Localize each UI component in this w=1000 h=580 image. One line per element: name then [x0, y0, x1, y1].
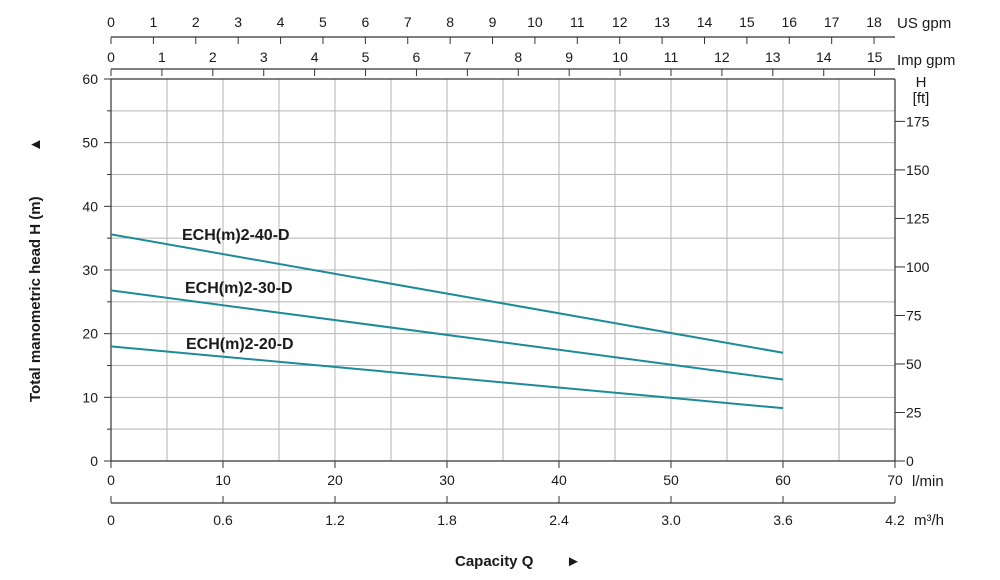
tick-label-m: 0	[90, 453, 98, 469]
tick-label-lmin: 40	[551, 472, 567, 488]
tick-label-usgpm: 7	[404, 14, 412, 30]
tick-label-m3h: 1.8	[437, 512, 457, 528]
tick-label-ft: 175	[906, 113, 930, 129]
tick-label-m3h: 1.2	[325, 512, 345, 528]
series-label-1: ECH(m)2-40-D	[182, 227, 290, 244]
tick-label-usgpm: 8	[446, 14, 454, 30]
tick-label-usgpm: 18	[866, 14, 882, 30]
tick-label-impgpm: 1	[158, 49, 166, 65]
tick-label-impgpm: 5	[362, 49, 370, 65]
tick-label-impgpm: 3	[260, 49, 268, 65]
series-label-3: ECH(m)2-20-D	[186, 336, 294, 353]
tick-label-impgpm: 12	[714, 49, 730, 65]
tick-label-m3h: 0	[107, 512, 115, 528]
tick-label-usgpm: 2	[192, 14, 200, 30]
y-axis-arrow: ▲	[27, 137, 44, 152]
tick-label-usgpm: 6	[361, 14, 369, 30]
tick-label-ft: 25	[906, 404, 922, 420]
tick-label-usgpm: 5	[319, 14, 327, 30]
tick-label-lmin: 70	[887, 472, 903, 488]
tick-label-impgpm: 2	[209, 49, 217, 65]
curve-series-3	[110, 345, 784, 410]
tick-label-ft: 125	[906, 210, 930, 226]
tick-label-m: 60	[82, 71, 98, 87]
grid	[111, 79, 895, 461]
tick-label-impgpm: 13	[765, 49, 781, 65]
tick-label-impgpm: 7	[463, 49, 471, 65]
tick-label-usgpm: 14	[697, 14, 713, 30]
tick-label-ft: 150	[906, 162, 930, 178]
tick-label-impgpm: 6	[413, 49, 421, 65]
curves	[110, 233, 784, 410]
curve-series-1	[110, 233, 784, 354]
tick-label-m3h: 2.4	[549, 512, 569, 528]
tick-label-impgpm: 10	[612, 49, 628, 65]
tick-label-impgpm: 4	[311, 49, 319, 65]
tick-label-usgpm: 17	[824, 14, 840, 30]
tick-label-lmin: 30	[439, 472, 455, 488]
tick-label-impgpm: 9	[565, 49, 573, 65]
series-labels: ECH(m)2-40-D ECH(m)2-30-D ECH(m)2-20-D	[182, 227, 294, 353]
tick-label-usgpm: 1	[149, 14, 157, 30]
tick-label-lmin: 20	[327, 472, 343, 488]
tick-label-impgpm: 8	[514, 49, 522, 65]
tick-label-usgpm: 3	[234, 14, 242, 30]
axes	[104, 36, 905, 504]
tick-label-m3h: 3.0	[661, 512, 681, 528]
tick-label-m: 30	[82, 262, 98, 278]
tick-label-ft: 100	[906, 259, 930, 275]
tick-label-usgpm: 4	[277, 14, 285, 30]
tick-label-usgpm: 15	[739, 14, 755, 30]
tick-label-m: 40	[82, 198, 98, 214]
unit-label-ft-bottom: [ft]	[913, 90, 930, 107]
tick-label-usgpm: 13	[654, 14, 670, 30]
tick-label-lmin: 0	[107, 472, 115, 488]
tick-label-m: 10	[82, 389, 98, 405]
tick-label-ft: 0	[906, 453, 914, 469]
tick-label-m: 50	[82, 135, 98, 151]
tick-label-ft: 75	[906, 307, 922, 323]
unit-label-lmin: l/min	[912, 473, 944, 490]
curve-series-2	[110, 289, 784, 381]
tick-label-impgpm: 14	[816, 49, 832, 65]
series-label-2: ECH(m)2-30-D	[185, 280, 293, 297]
tick-label-lmin: 10	[215, 472, 231, 488]
tick-label-m3h: 3.6	[773, 512, 793, 528]
tick-label-m3h: 4.2	[885, 512, 905, 528]
tick-label-usgpm: 10	[527, 14, 543, 30]
tick-label-usgpm: 9	[489, 14, 497, 30]
tick-label-usgpm: 11	[570, 14, 585, 30]
tick-label-lmin: 50	[663, 472, 679, 488]
unit-label-impgpm: Imp gpm	[897, 52, 955, 69]
unit-label-ft-top: H	[916, 74, 927, 91]
x-axis-title: Capacity Q	[455, 553, 534, 570]
tick-label-usgpm: 16	[781, 14, 797, 30]
tick-label-m: 20	[82, 326, 98, 342]
tick-label-impgpm: 0	[107, 49, 115, 65]
y-axis-title: Total manometric head H (m)	[27, 196, 44, 402]
tick-label-impgpm: 11	[664, 49, 679, 65]
tick-label-impgpm: 15	[867, 49, 883, 65]
unit-label-m3h: m³/h	[914, 512, 944, 529]
tick-label-usgpm: 12	[612, 14, 628, 30]
x-axis-arrow: ►	[566, 553, 581, 570]
tick-label-ft: 50	[906, 356, 922, 372]
tick-label-usgpm: 0	[107, 14, 115, 30]
tick-label-lmin: 60	[775, 472, 791, 488]
unit-label-usgpm: US gpm	[897, 15, 951, 32]
tick-label-m3h: 0.6	[213, 512, 233, 528]
